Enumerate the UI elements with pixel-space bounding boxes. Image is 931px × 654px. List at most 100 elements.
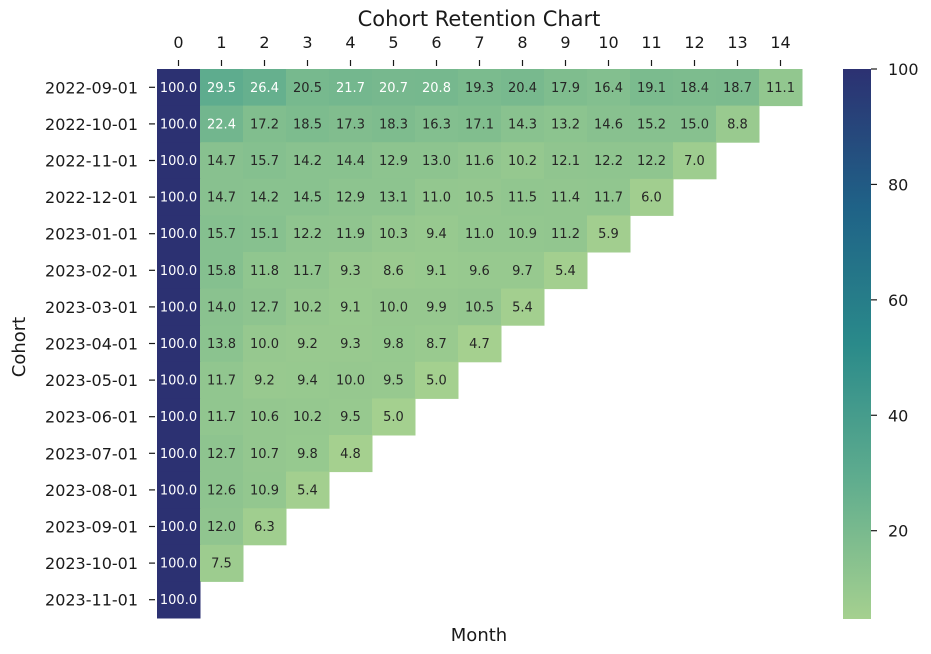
cell-value-label: 100.0 [160,557,197,572]
heatmap-cell [157,288,201,326]
x-tick-label: 10 [598,33,618,52]
cell-value-label: 5.4 [297,483,318,498]
heatmap-cell [673,69,717,107]
colorbar: 20 40 60 80 100 [843,60,919,619]
cell-value-label: 12.7 [250,300,279,315]
y-tick-label: 2022-10-01 [45,115,138,134]
cell-value-label: 14.6 [594,117,623,132]
cell-value-label: 14.2 [293,154,322,169]
cell-value-label: 4.8 [340,447,361,462]
heatmap-cell [200,69,244,107]
cell-value-label: 12.9 [336,191,365,206]
cell-value-label: 18.5 [293,117,322,132]
cell-value-label: 9.7 [512,264,533,279]
cell-value-label: 7.0 [684,154,705,169]
cell-value-label: 6.0 [641,191,662,206]
heatmap-cell [243,178,287,216]
heatmap-cell [329,69,373,107]
heatmap-cell [286,178,330,216]
cell-value-label: 12.2 [293,227,322,242]
cell-value-label: 9.4 [297,374,318,389]
cell-value-label: 9.1 [426,264,447,279]
y-tick-label: 2023-09-01 [45,518,138,537]
cell-value-label: 9.8 [383,337,404,352]
heatmap-cell [329,325,373,363]
colorbar-tick-label: 80 [888,175,908,194]
heatmap-cell [458,288,502,326]
heatmap-cell [458,178,502,216]
cell-value-label: 100.0 [160,154,197,169]
colorbar-gradient [843,69,871,619]
cell-value-label: 18.3 [379,117,408,132]
heatmap-cell [243,398,287,436]
cell-value-label: 15.0 [680,117,709,132]
heatmap-cell [630,69,674,107]
cell-value-label: 15.1 [250,227,279,242]
heatmap-cell [372,361,416,399]
heatmap-cell [243,471,287,509]
y-tick-label: 2022-11-01 [45,152,138,171]
cell-value-label: 11.7 [207,410,236,425]
cell-value-label: 14.4 [336,154,365,169]
cell-value-label: 12.2 [594,154,623,169]
cell-value-label: 10.3 [379,227,408,242]
heatmap-cell [243,215,287,253]
x-tick-label: 0 [173,33,183,52]
cell-value-label: 17.3 [336,117,365,132]
cell-value-label: 100.0 [160,374,197,389]
cell-value-label: 100.0 [160,483,197,498]
heatmap-cell [200,435,244,473]
cell-value-label: 18.7 [723,81,752,96]
cell-value-label: 9.1 [340,300,361,315]
cell-value-label: 12.7 [207,447,236,462]
cell-value-label: 10.0 [379,300,408,315]
heatmap-cell [716,69,760,107]
cell-value-label: 14.3 [508,117,537,132]
cell-value-label: 10.2 [293,410,322,425]
heatmap-cell [243,142,287,180]
cell-value-label: 9.8 [297,447,318,462]
heatmap-cell [200,398,244,436]
cell-value-label: 100.0 [160,191,197,206]
heatmap-cell [200,252,244,290]
cell-value-label: 13.8 [207,337,236,352]
cell-value-label: 20.5 [293,81,322,96]
heatmap-cell [286,142,330,180]
cell-value-label: 17.1 [465,117,494,132]
y-tick-label: 2023-05-01 [45,371,138,390]
heatmap-cell [587,69,631,107]
y-tick-label: 2023-01-01 [45,225,138,244]
heatmap-cell [200,105,244,143]
cell-value-label: 100.0 [160,593,197,608]
heatmap-cell [329,398,373,436]
heatmap-cell [630,142,674,180]
cell-value-label: 8.7 [426,337,447,352]
cell-value-label: 10.0 [250,337,279,352]
heatmap-cell [501,105,545,143]
y-tick-label: 2023-08-01 [45,481,138,500]
cell-value-label: 12.9 [379,154,408,169]
cell-value-label: 19.1 [637,81,666,96]
cell-value-label: 100.0 [160,264,197,279]
heatmap-cell [329,288,373,326]
heatmap-cell [415,178,459,216]
heatmap-cell [501,252,545,290]
heatmap-cell [544,142,588,180]
cell-value-label: 11.7 [207,374,236,389]
heatmap-cell [200,361,244,399]
cell-value-label: 11.6 [465,154,494,169]
heatmap-cell [157,215,201,253]
cell-value-label: 14.7 [207,191,236,206]
heatmap-cell [544,105,588,143]
cell-value-label: 20.4 [508,81,537,96]
colorbar-tick-label: 40 [888,406,908,425]
heatmap-cell [458,69,502,107]
heatmap-cell [372,215,416,253]
heatmap-cell [415,325,459,363]
heatmap-cell [458,325,502,363]
cell-value-label: 11.2 [551,227,580,242]
heatmap-cell [415,252,459,290]
heatmap-cell [415,361,459,399]
heatmap-cell [157,252,201,290]
